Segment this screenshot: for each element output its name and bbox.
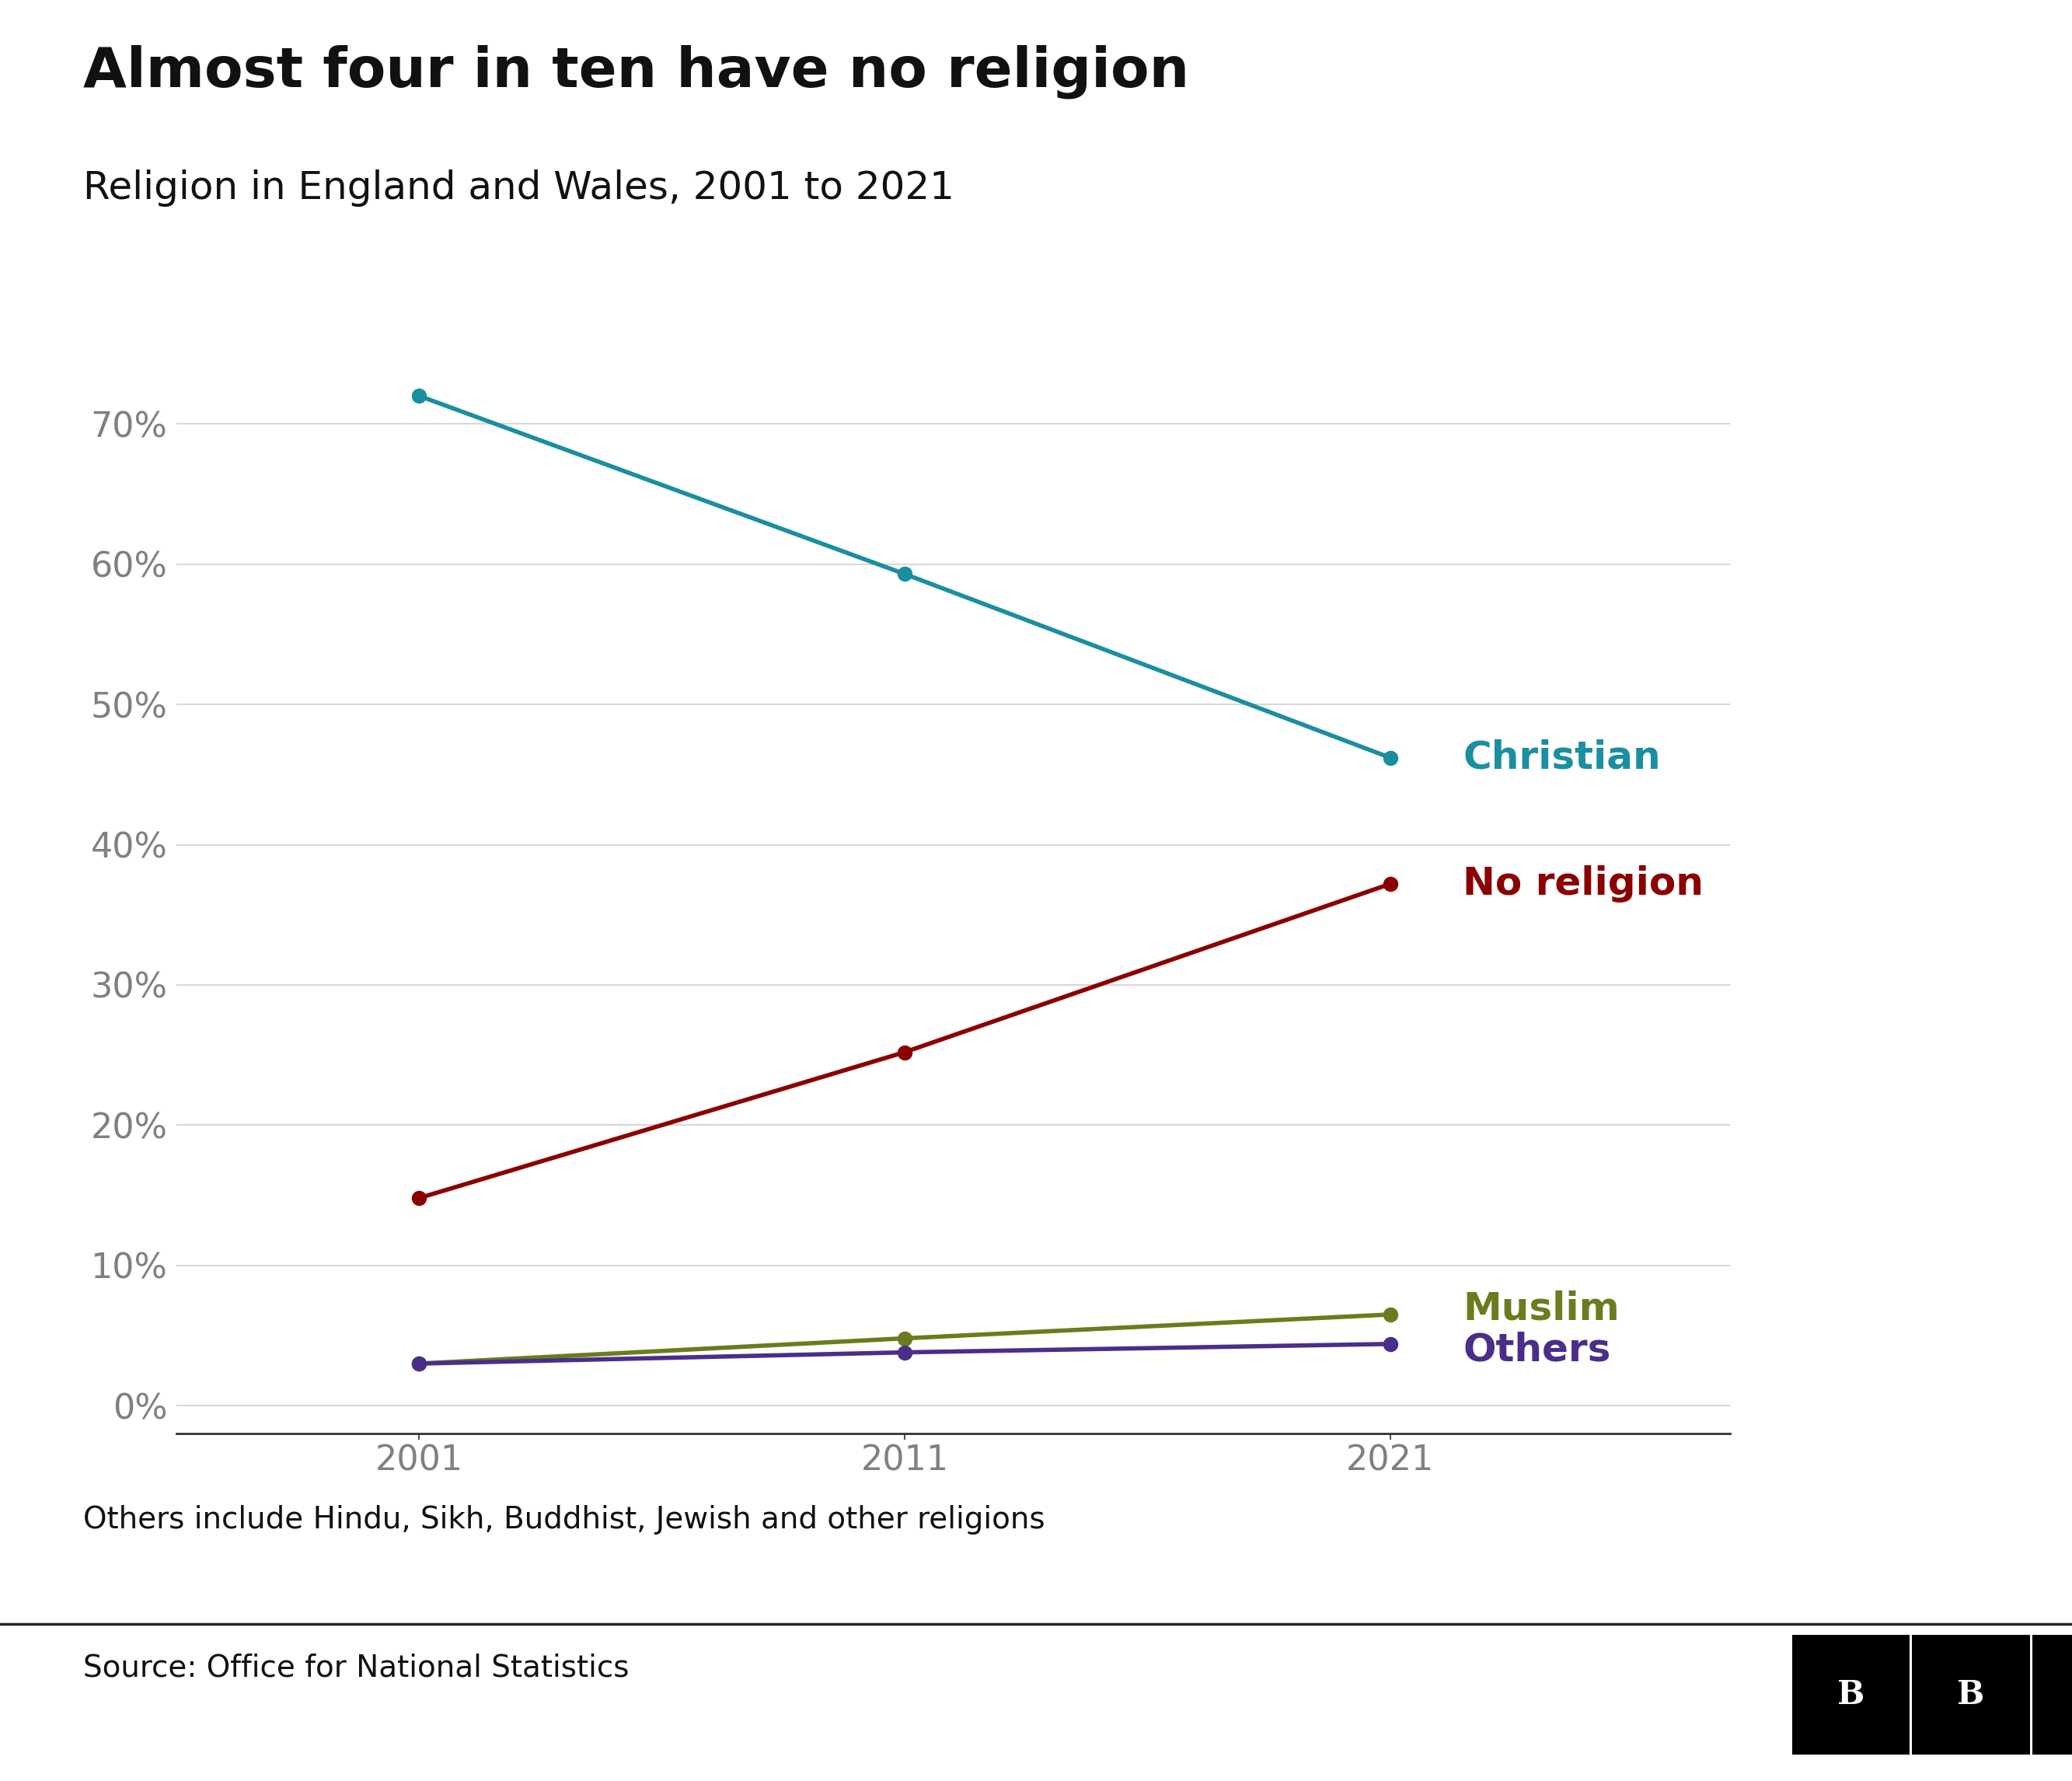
Text: Others include Hindu, Sikh, Buddhist, Jewish and other religions: Others include Hindu, Sikh, Buddhist, Je… <box>83 1505 1044 1535</box>
Text: Others: Others <box>1463 1330 1612 1368</box>
Text: No religion: No religion <box>1463 866 1703 903</box>
Bar <box>1912 1635 2031 1754</box>
Text: B: B <box>1958 1678 1985 1712</box>
Text: B: B <box>1838 1678 1865 1712</box>
Text: Muslim: Muslim <box>1463 1289 1620 1327</box>
Text: Religion in England and Wales, 2001 to 2021: Religion in England and Wales, 2001 to 2… <box>83 169 953 207</box>
Text: Christian: Christian <box>1463 739 1662 777</box>
Bar <box>1792 1635 1910 1754</box>
Text: Source: Office for National Statistics: Source: Office for National Statistics <box>83 1653 630 1683</box>
Text: Almost four in ten have no religion: Almost four in ten have no religion <box>83 45 1189 98</box>
Bar <box>2033 1635 2072 1754</box>
